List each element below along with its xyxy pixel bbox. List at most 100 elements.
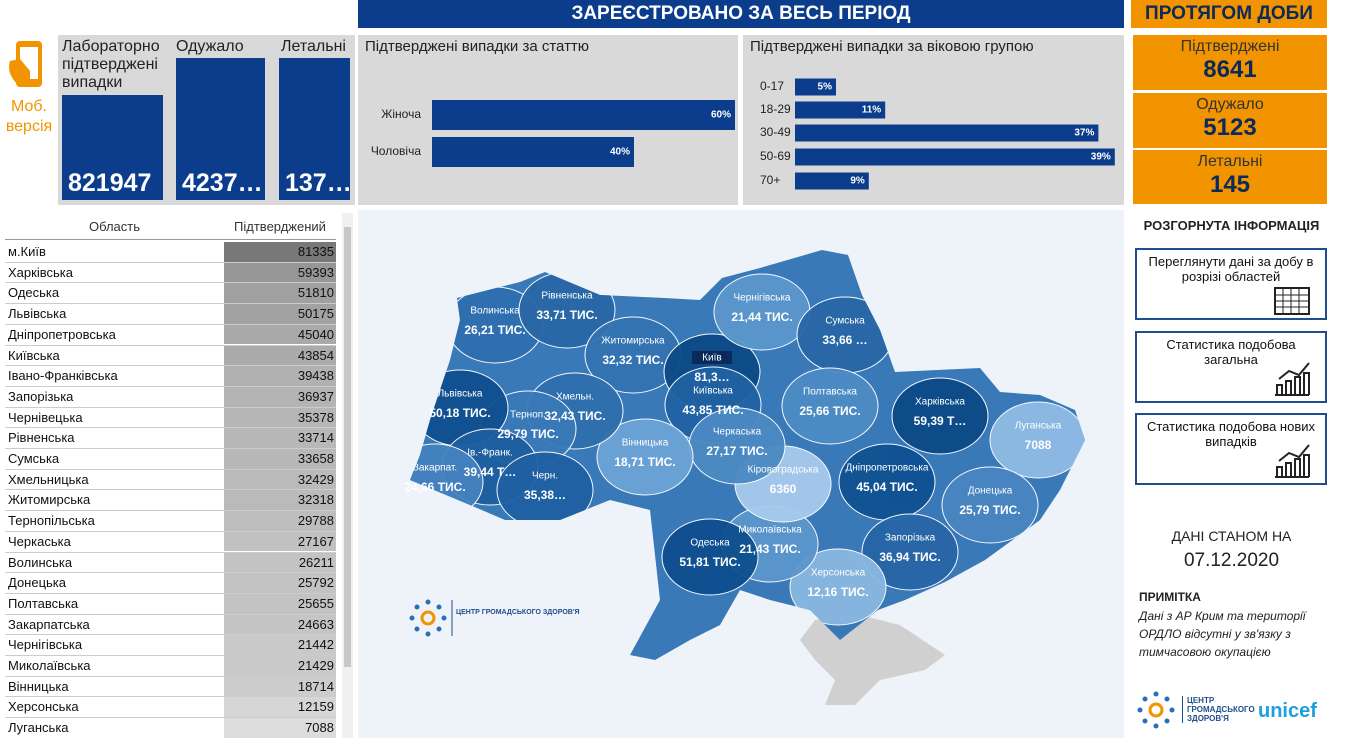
value-cell xyxy=(224,262,336,283)
region-shape xyxy=(596,418,694,496)
region-name: Чернігівська xyxy=(8,637,83,653)
daily-card: Одужало 5123 xyxy=(1133,93,1327,148)
region-name: Житомирська xyxy=(601,336,665,347)
region-name: Черн. xyxy=(532,471,558,482)
value-cell xyxy=(224,531,336,552)
region-value: 25,79 ТИС. xyxy=(959,503,1020,517)
value-cell xyxy=(224,345,336,366)
logo-dot xyxy=(425,631,431,637)
region-shape xyxy=(789,548,887,626)
region-name: Дніпропетровська xyxy=(846,463,929,474)
region-shape xyxy=(941,466,1039,544)
region-value: 51810 xyxy=(297,285,334,301)
region-value: 33,66 … xyxy=(822,333,867,347)
row-divider xyxy=(5,655,336,656)
crimea xyxy=(800,615,945,705)
region-value: 25792 xyxy=(297,575,334,591)
value-cell xyxy=(224,304,336,324)
row-divider xyxy=(5,551,336,553)
value-cell xyxy=(224,324,336,345)
daily-value: 8641 xyxy=(1203,56,1257,83)
total-label: Летальні xyxy=(281,38,346,55)
row-divider xyxy=(5,303,336,305)
row-divider xyxy=(5,675,336,677)
side-title: РОЗГОРНУТА ІНФОРМАЦІЯ xyxy=(1143,218,1320,233)
button[interactable]: Статистика подобова загальна xyxy=(1135,331,1327,403)
row-divider xyxy=(5,261,336,263)
header-title: ЗАРЕЄСТРОВАНО ЗА ВЕСЬ ПЕРІОД xyxy=(358,0,1124,28)
category-label: Чоловіча xyxy=(371,144,422,158)
row-divider xyxy=(5,344,336,346)
region-value: 36937 xyxy=(297,388,334,404)
logo-text: ЦЕНТР ГРОМАДСЬКОГО ЗДОРОВ'Я xyxy=(1182,696,1255,723)
bar xyxy=(795,101,886,119)
region-value: 45040 xyxy=(297,326,334,342)
logo-dot xyxy=(409,615,415,621)
region-name: Миколаївська xyxy=(738,525,802,536)
region-name: Вінницька xyxy=(622,438,669,449)
button-label: Статистика подобова загальна xyxy=(1166,337,1296,367)
region-shape xyxy=(781,367,879,445)
table-icon xyxy=(1274,287,1310,315)
logo-dot xyxy=(414,604,420,610)
row-divider xyxy=(5,696,336,698)
region-value: 51,81 ТИС. xyxy=(679,555,740,569)
row-divider xyxy=(5,717,336,719)
region-value: 39438 xyxy=(297,368,334,384)
region-name: Херсонська xyxy=(8,699,79,715)
category-label: 30-49 xyxy=(760,125,791,139)
date-label: ДАНІ СТАНОМ НА xyxy=(1171,528,1292,544)
region-name: Запорізька xyxy=(8,388,74,404)
value-cell xyxy=(224,676,336,697)
scrollbar[interactable] xyxy=(342,213,353,738)
total-label: Лабораторно підтверджені випадки xyxy=(62,38,160,91)
map: Волинська 26,21 ТИС. Рівненська 33,71 ТИС. Ж… xyxy=(358,210,1124,738)
region-value: 21442 xyxy=(297,637,334,653)
mobile-label: Моб. версія xyxy=(5,98,53,135)
region-value: 36,94 ТИС. xyxy=(879,550,940,564)
region-value: 33658 xyxy=(297,451,334,466)
daily-title: ПРОТЯГОМ ДОБИ xyxy=(1131,0,1327,28)
region-value: 18714 xyxy=(297,678,334,694)
category-label: 0-17 xyxy=(760,79,784,93)
bar xyxy=(795,78,836,96)
region-value: 81,3… xyxy=(694,370,729,384)
mobile-link[interactable]: Моб. версія xyxy=(0,35,58,205)
row-divider xyxy=(5,613,336,615)
region-name: Хмельницька xyxy=(8,471,89,487)
region-value: 32429 xyxy=(297,471,334,487)
region-name: Дніпропетровська xyxy=(8,326,116,342)
age-chart: Підтверджені випадки за віковою групою 0-… xyxy=(743,35,1124,205)
region-name: Ів.-Франк. xyxy=(467,448,513,459)
bar xyxy=(795,124,1099,142)
total-value: 821947 xyxy=(62,95,163,200)
value-cell xyxy=(224,697,336,718)
region-name: Чернівецька xyxy=(8,409,83,425)
region-name: Київ xyxy=(702,353,722,364)
button[interactable]: Переглянути дані за добу в розрізі облас… xyxy=(1135,248,1327,320)
logo-ring xyxy=(420,610,436,626)
value-label: 37% xyxy=(1074,128,1094,139)
sex-chart: Підтверджені випадки за статтю Жіноча 60% Ч… xyxy=(358,35,738,205)
row-divider xyxy=(5,572,336,574)
region-value: 25655 xyxy=(297,595,334,611)
bar xyxy=(795,148,1115,166)
region-name: Рівненська xyxy=(541,291,593,302)
region-value: 7088 xyxy=(1025,438,1052,452)
note-title: ПРИМІТКА xyxy=(1139,590,1201,604)
row-divider xyxy=(5,510,336,512)
value-label: 39% xyxy=(1091,152,1111,163)
unicef-logo: unicef xyxy=(1258,700,1317,722)
value-cell xyxy=(224,718,336,738)
region-name: Закарпат. xyxy=(413,463,457,474)
date: 07.12.2020 xyxy=(1183,550,1280,571)
button[interactable]: Статистика подобова нових випадків xyxy=(1135,413,1327,485)
logo-dot xyxy=(436,626,442,632)
phone-icon xyxy=(9,41,42,87)
region-name: Харківська xyxy=(8,264,73,280)
region-value: 33714 xyxy=(297,430,334,446)
logo-dot xyxy=(425,599,431,605)
logo-icon xyxy=(1137,691,1175,729)
region-value: 39,44 Т… xyxy=(464,465,517,479)
